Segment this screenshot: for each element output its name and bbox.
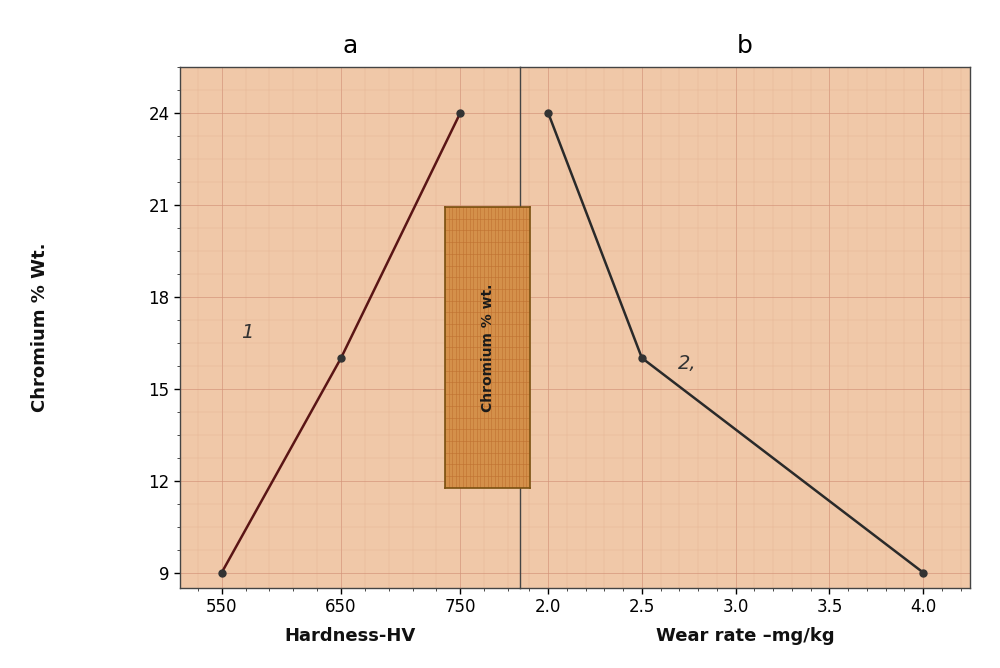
Point xyxy=(214,567,230,578)
Text: Chromium % wt.: Chromium % wt. xyxy=(480,283,494,411)
Point xyxy=(540,108,556,118)
Title: a: a xyxy=(342,34,358,58)
Text: 1: 1 xyxy=(241,323,254,342)
Text: Chromium % Wt.: Chromium % Wt. xyxy=(31,242,49,412)
Title: b: b xyxy=(737,34,753,58)
X-axis label: Hardness-HV: Hardness-HV xyxy=(284,627,416,645)
Point xyxy=(333,353,349,363)
Point xyxy=(634,353,650,363)
Point xyxy=(915,567,931,578)
Text: 2,: 2, xyxy=(678,354,696,373)
X-axis label: Wear rate –mg/kg: Wear rate –mg/kg xyxy=(656,627,834,645)
Point xyxy=(452,108,468,118)
